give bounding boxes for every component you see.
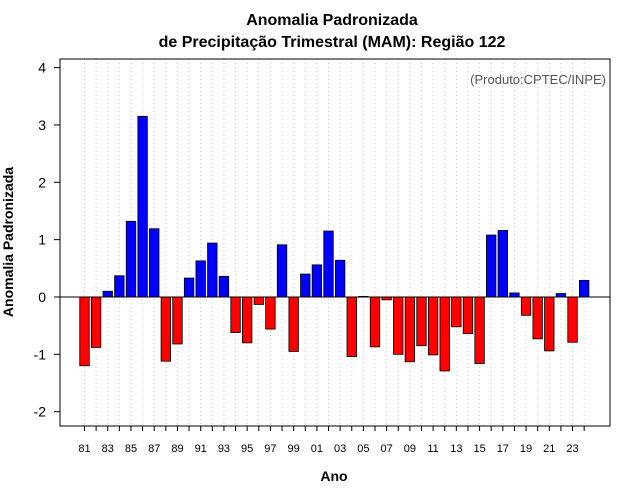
y-tick-label--2: -2 bbox=[34, 404, 47, 420]
y-tick-label-2: 2 bbox=[38, 174, 46, 190]
x-tick-label-1997: 97 bbox=[264, 443, 276, 455]
x-tick-label-1985: 85 bbox=[125, 443, 137, 455]
y-axis: -2 -1 0 1 2 3 4 bbox=[34, 60, 60, 420]
bar-1983 bbox=[102, 290, 113, 298]
bar-1982 bbox=[90, 296, 102, 348]
bar-2002 bbox=[323, 230, 334, 298]
bar-2006 bbox=[369, 296, 381, 348]
x-tick-label-2017: 17 bbox=[497, 443, 509, 455]
y-tick-label-3: 3 bbox=[38, 117, 46, 133]
bar-1998 bbox=[276, 244, 288, 298]
bar-1984 bbox=[114, 275, 125, 298]
grid-layer bbox=[84, 59, 585, 426]
bar-1992 bbox=[207, 242, 218, 298]
bar-2011 bbox=[427, 296, 439, 356]
bar-2020 bbox=[532, 296, 543, 340]
bar-2009 bbox=[404, 296, 416, 363]
bar-2012 bbox=[439, 296, 450, 372]
bar-1991 bbox=[195, 260, 206, 298]
x-tick-label-1991: 91 bbox=[195, 443, 207, 455]
y-tick-label-4: 4 bbox=[38, 60, 46, 76]
bar-2010 bbox=[416, 296, 427, 347]
x-tick-label-1995: 95 bbox=[241, 443, 253, 455]
y-axis-label: Anomalia Padronizada bbox=[0, 167, 16, 317]
credit-label: (Produto:CPTEC/INPE) bbox=[470, 72, 606, 87]
bar-1985 bbox=[125, 220, 137, 298]
bar-2024 bbox=[579, 279, 590, 298]
bar-2021 bbox=[544, 296, 555, 352]
bar-1990 bbox=[183, 277, 195, 298]
y-tick-label--1: -1 bbox=[34, 346, 47, 362]
plot-frame bbox=[59, 58, 611, 427]
bar-2014 bbox=[462, 296, 474, 335]
x-axis-label: Ano bbox=[320, 468, 347, 484]
bar-2003 bbox=[334, 259, 346, 298]
x-tick-label-1999: 99 bbox=[288, 443, 300, 455]
x-tick-label-2003: 03 bbox=[334, 443, 346, 455]
bar-2004 bbox=[346, 296, 357, 358]
bar-2015 bbox=[474, 296, 485, 364]
x-tick-label-2007: 07 bbox=[380, 443, 392, 455]
bar-1981 bbox=[79, 296, 90, 367]
bar-1996 bbox=[253, 296, 264, 305]
bar-1999 bbox=[288, 296, 299, 352]
x-tick-label-2005: 05 bbox=[357, 443, 369, 455]
x-tick-label-1983: 83 bbox=[102, 443, 114, 455]
bar-2018 bbox=[509, 292, 520, 298]
bar-2022 bbox=[555, 293, 567, 298]
bar-2000 bbox=[300, 273, 311, 298]
x-tick-label-2011: 11 bbox=[427, 443, 438, 455]
x-tick-label-1989: 89 bbox=[171, 443, 183, 455]
x-tick-label-2015: 15 bbox=[473, 443, 485, 455]
y-tick-label-1: 1 bbox=[38, 232, 46, 248]
bar-1997 bbox=[265, 296, 276, 330]
x-tick-label-2009: 09 bbox=[404, 443, 416, 455]
bar-1986 bbox=[137, 115, 148, 298]
bar-2008 bbox=[393, 296, 404, 355]
bar-1989 bbox=[172, 296, 183, 345]
bar-2001 bbox=[311, 264, 323, 298]
x-tick-label-2023: 23 bbox=[566, 443, 578, 455]
y-tick-label-0: 0 bbox=[38, 289, 46, 305]
x-tick-label-2001: 01 bbox=[311, 443, 323, 455]
bar-1988 bbox=[160, 296, 171, 362]
bar-2017 bbox=[497, 230, 508, 298]
x-tick-label-2019: 19 bbox=[520, 443, 532, 455]
x-axis: 81 83 85 87 89 91 93 95 97 99 01 03 05 07 09 11 13 15 17 19… bbox=[78, 426, 585, 455]
bar-1994 bbox=[230, 296, 241, 333]
bar-2023 bbox=[567, 296, 578, 343]
x-tick-label-2013: 13 bbox=[450, 443, 462, 455]
chart-title-line2: de Precipitação Trimestral (MAM): Região… bbox=[159, 34, 506, 51]
bar-2019 bbox=[520, 296, 532, 316]
bar-2013 bbox=[451, 296, 462, 328]
bar-1993 bbox=[218, 275, 230, 298]
x-tick-label-2021: 21 bbox=[543, 443, 555, 455]
bar-1987 bbox=[149, 228, 160, 298]
x-tick-label-1987: 87 bbox=[148, 443, 160, 455]
bar-1995 bbox=[242, 296, 253, 344]
bars-layer bbox=[79, 115, 590, 372]
x-tick-label-1981: 81 bbox=[78, 443, 90, 455]
bar-2016 bbox=[486, 234, 497, 298]
chart-title-line1: Anomalia Padronizada bbox=[246, 12, 418, 29]
x-tick-label-1993: 93 bbox=[218, 443, 230, 455]
